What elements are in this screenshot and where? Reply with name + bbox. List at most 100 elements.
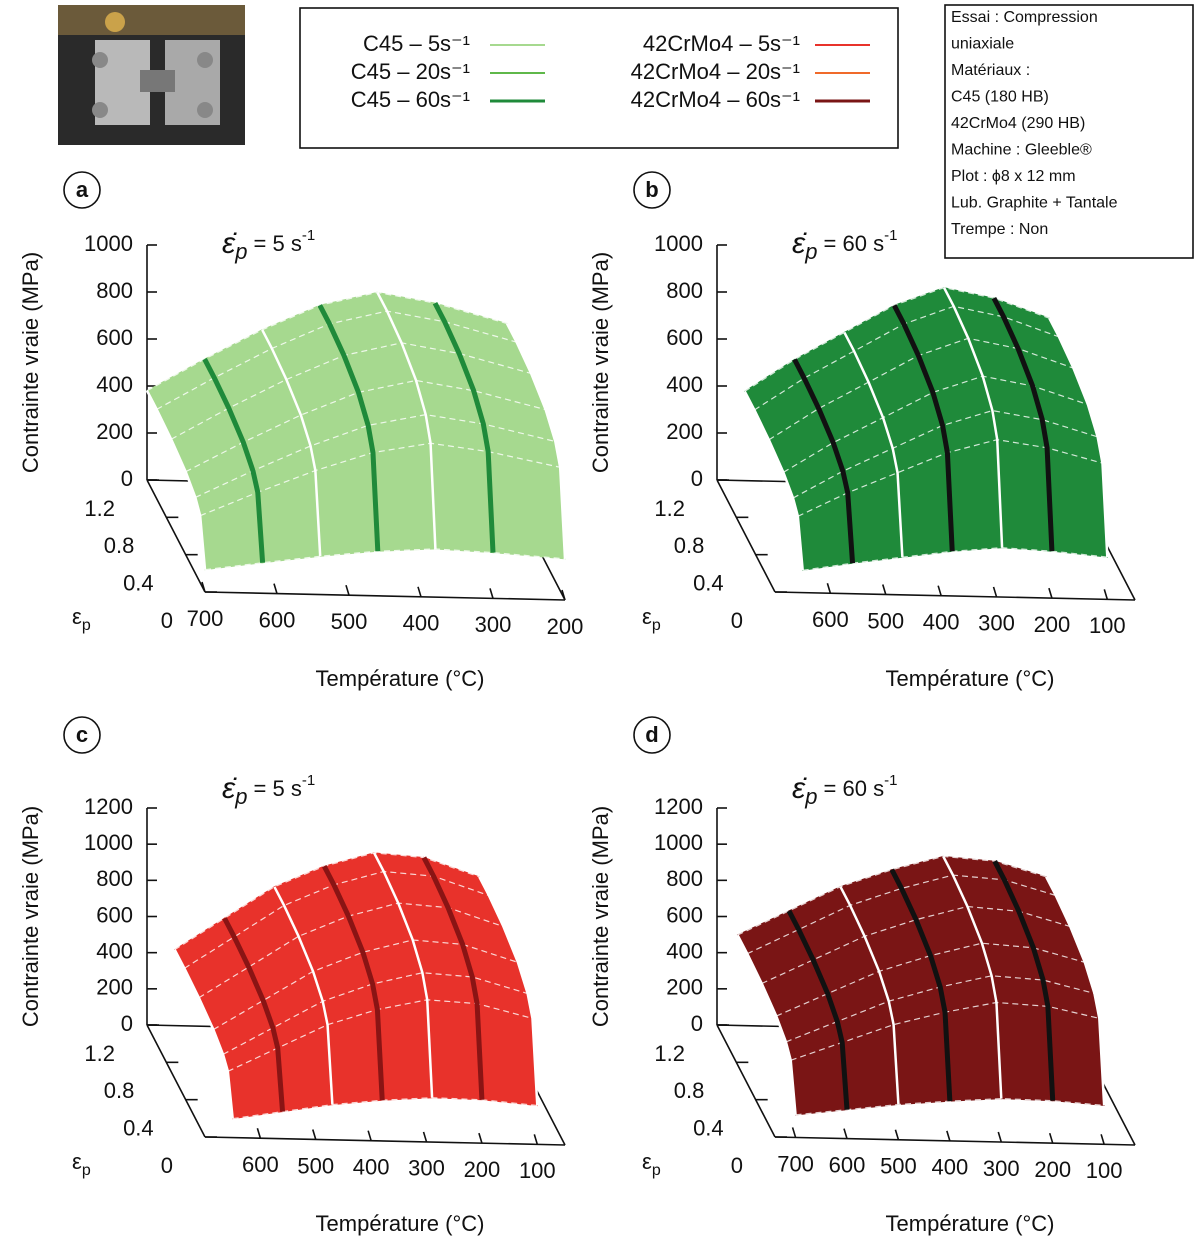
- y-axis-subscript: p: [652, 1162, 661, 1179]
- rate-symbol: ε̇: [792, 227, 807, 260]
- panel-badge: [633, 171, 671, 209]
- y-tick-label: 0: [731, 608, 743, 633]
- z-tick-label: 1000: [84, 830, 133, 855]
- y-tick-label: 1.2: [654, 1041, 685, 1066]
- rate-superscript: -1: [302, 227, 315, 244]
- z-tick-label: 600: [666, 902, 703, 927]
- x-tick-label: 200: [547, 614, 584, 639]
- x-tick: [894, 1129, 900, 1140]
- stress-strain-curve: [322, 865, 385, 1101]
- legend-label: 42CrMo4 – 60s⁻¹: [631, 87, 800, 112]
- panel-letter: a: [76, 177, 89, 202]
- info-line: Matériaux :: [951, 62, 1030, 79]
- surface-patch: [1047, 1005, 1105, 1106]
- z-tick-label: 800: [96, 866, 133, 891]
- x-tick-label: 200: [1034, 1157, 1071, 1182]
- surface-patch: [893, 1011, 951, 1106]
- info-line: Plot : ϕ8 x 12 mm: [951, 168, 1076, 185]
- x-tick-label: 200: [1034, 612, 1071, 637]
- rate-label: ε̇p = 5 s-1: [222, 227, 315, 264]
- y-tick-label: 1.2: [84, 1041, 115, 1066]
- rate-subscript: p: [234, 784, 247, 809]
- x-tick: [533, 1134, 539, 1145]
- surface-patch: [421, 972, 478, 1005]
- stress-strain-curve: [173, 949, 234, 1119]
- axis-line: [204, 1136, 566, 1146]
- y-tick-label: 0.8: [104, 1078, 135, 1103]
- y-tick-label: 0.4: [693, 1115, 724, 1140]
- rate-value: = 5 s: [247, 231, 301, 256]
- x-tick-label: 700: [777, 1151, 814, 1176]
- z-tick-label: 600: [96, 902, 133, 927]
- z-axis-title: Contrainte vraie (MPa): [18, 252, 43, 473]
- stress-strain-curve: [145, 390, 207, 570]
- z-tick-label: 400: [96, 372, 133, 397]
- rate-label: ε̇p = 60 s-1: [792, 772, 897, 809]
- y-tick-label: 0: [161, 1153, 173, 1178]
- panel-badge: [63, 171, 101, 209]
- x-axis-title: Température (°C): [886, 1211, 1055, 1236]
- y-tick-label: 0: [161, 608, 173, 633]
- axis-line: [716, 479, 776, 593]
- surface-patch: [944, 1001, 1002, 1102]
- stress-strain-curve: [372, 852, 434, 1098]
- rate-symbol: ε̇: [792, 772, 807, 805]
- stress-strain-curve: [1048, 317, 1109, 558]
- z-tick-label: 1000: [84, 231, 133, 256]
- rate-label: ε̇p = 5 s-1: [222, 772, 315, 809]
- stress-strain-curve: [261, 329, 322, 557]
- x-tick: [882, 584, 887, 595]
- y-tick-label: 1.2: [84, 496, 115, 521]
- z-tick-label: 800: [666, 866, 703, 891]
- x-tick-label: 600: [242, 1152, 279, 1177]
- x-tick-label: 100: [1086, 1158, 1123, 1183]
- y-axis-symbol: ε: [642, 1149, 652, 1174]
- stress-strain-curve: [505, 322, 567, 559]
- stress-strain-curve: [376, 291, 437, 550]
- x-tick: [478, 1132, 483, 1144]
- surface-patch: [376, 999, 433, 1101]
- stress-strain-curve: [421, 856, 485, 1100]
- y-axis-title: εp: [72, 1149, 91, 1179]
- z-tick-label: 1200: [84, 794, 133, 819]
- panel-letter: c: [76, 722, 88, 747]
- y-tick-label: 0.8: [674, 533, 705, 558]
- stress-strain-curve: [991, 297, 1055, 552]
- rate-symbol: ε̇: [222, 227, 237, 260]
- z-tick-label: 0: [121, 1011, 133, 1036]
- z-tick-label: 1000: [654, 231, 703, 256]
- stress-strain-curve: [478, 876, 539, 1106]
- x-tick-label: 300: [978, 611, 1015, 636]
- info-line: Machine : Gleeble®: [951, 142, 1092, 159]
- surface-patch: [946, 439, 1003, 552]
- axis-line: [146, 479, 206, 593]
- z-axis-title: Contrainte vraie (MPa): [588, 806, 613, 1027]
- info-box: Essai : Compression uniaxiale Matériaux : C…: [944, 4, 1194, 259]
- surface-patch: [1046, 447, 1108, 558]
- y-tick-label: 0.4: [123, 570, 154, 595]
- legend-label: C45 – 20s⁻¹: [351, 59, 470, 84]
- y-tick-label: 0.4: [123, 1115, 154, 1140]
- surface-patch: [996, 439, 1053, 552]
- x-tick: [312, 1129, 317, 1140]
- y-tick-label: 0.8: [104, 533, 135, 558]
- stress-strain-curve: [202, 357, 266, 563]
- rate-value: = 5 s: [247, 776, 301, 801]
- x-tick: [345, 584, 350, 596]
- stress-strain-curve: [942, 855, 1003, 1099]
- x-tick: [826, 583, 832, 594]
- x-tick-label: 200: [464, 1157, 501, 1182]
- x-tick: [997, 1131, 1003, 1143]
- x-tick: [1103, 589, 1109, 600]
- info-line: Trempe : Non: [951, 221, 1048, 238]
- y-tick-label: 0.8: [674, 1078, 705, 1103]
- y-tick-label: 0: [731, 1153, 743, 1178]
- x-tick: [843, 1128, 848, 1139]
- stress-strain-curve: [432, 301, 496, 553]
- panel-badge: [633, 716, 671, 754]
- y-axis-title: εp: [642, 1149, 661, 1179]
- rate-subscript: p: [804, 784, 817, 809]
- z-tick-label: 600: [666, 325, 703, 350]
